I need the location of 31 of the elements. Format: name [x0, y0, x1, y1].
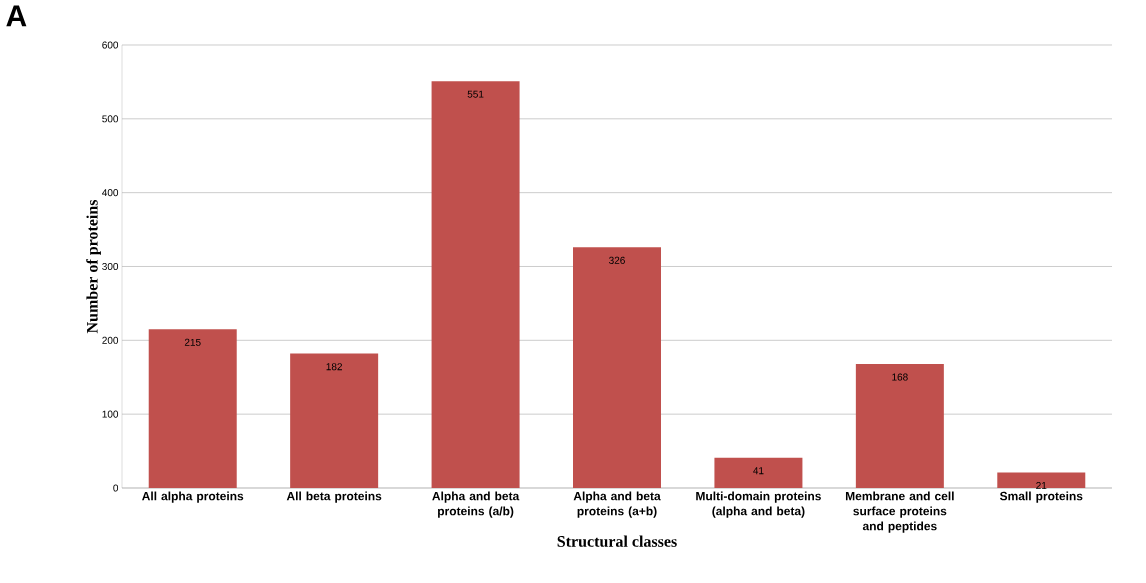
bar — [714, 457, 803, 488]
y-tick-label: 100 — [102, 410, 119, 418]
y-tick-label: 0 — [113, 484, 119, 492]
data-label: 168 — [892, 373, 908, 381]
data-label: 215 — [184, 338, 201, 346]
bar — [997, 472, 1086, 488]
y-tick-label: 200 — [102, 336, 119, 344]
y-axis-title: Number of proteins — [86, 199, 101, 334]
x-tick-label: Alpha and beta proteins (a+b) — [573, 491, 661, 518]
x-tick-label: All alpha proteins — [142, 491, 244, 503]
y-tick-label: 400 — [102, 189, 119, 197]
data-label: 41 — [753, 467, 764, 475]
bar — [573, 247, 661, 488]
data-label: 326 — [609, 256, 625, 264]
x-tick-label: Alpha and beta proteins (a/b) — [432, 491, 520, 518]
data-label: 182 — [326, 363, 342, 371]
bar — [290, 353, 379, 488]
data-label: 551 — [467, 90, 484, 98]
bar — [855, 363, 944, 488]
x-tick-label: Membrane and cell surface proteins and peptides — [845, 491, 954, 533]
y-tick-label: 300 — [102, 262, 119, 271]
x-axis-title: Structural classes — [557, 535, 677, 547]
bar — [148, 329, 237, 488]
bar — [431, 81, 520, 488]
x-tick-label: Small proteins — [999, 491, 1083, 503]
x-tick-label: All beta proteins — [286, 491, 382, 503]
text: A — [6, 5, 27, 27]
y-tick-label: 600 — [102, 41, 119, 49]
y-tick-label: 500 — [102, 115, 119, 123]
x-tick-label: Multi-domain proteins (alpha and beta) — [696, 491, 821, 518]
data-label: 21 — [1036, 482, 1047, 489]
